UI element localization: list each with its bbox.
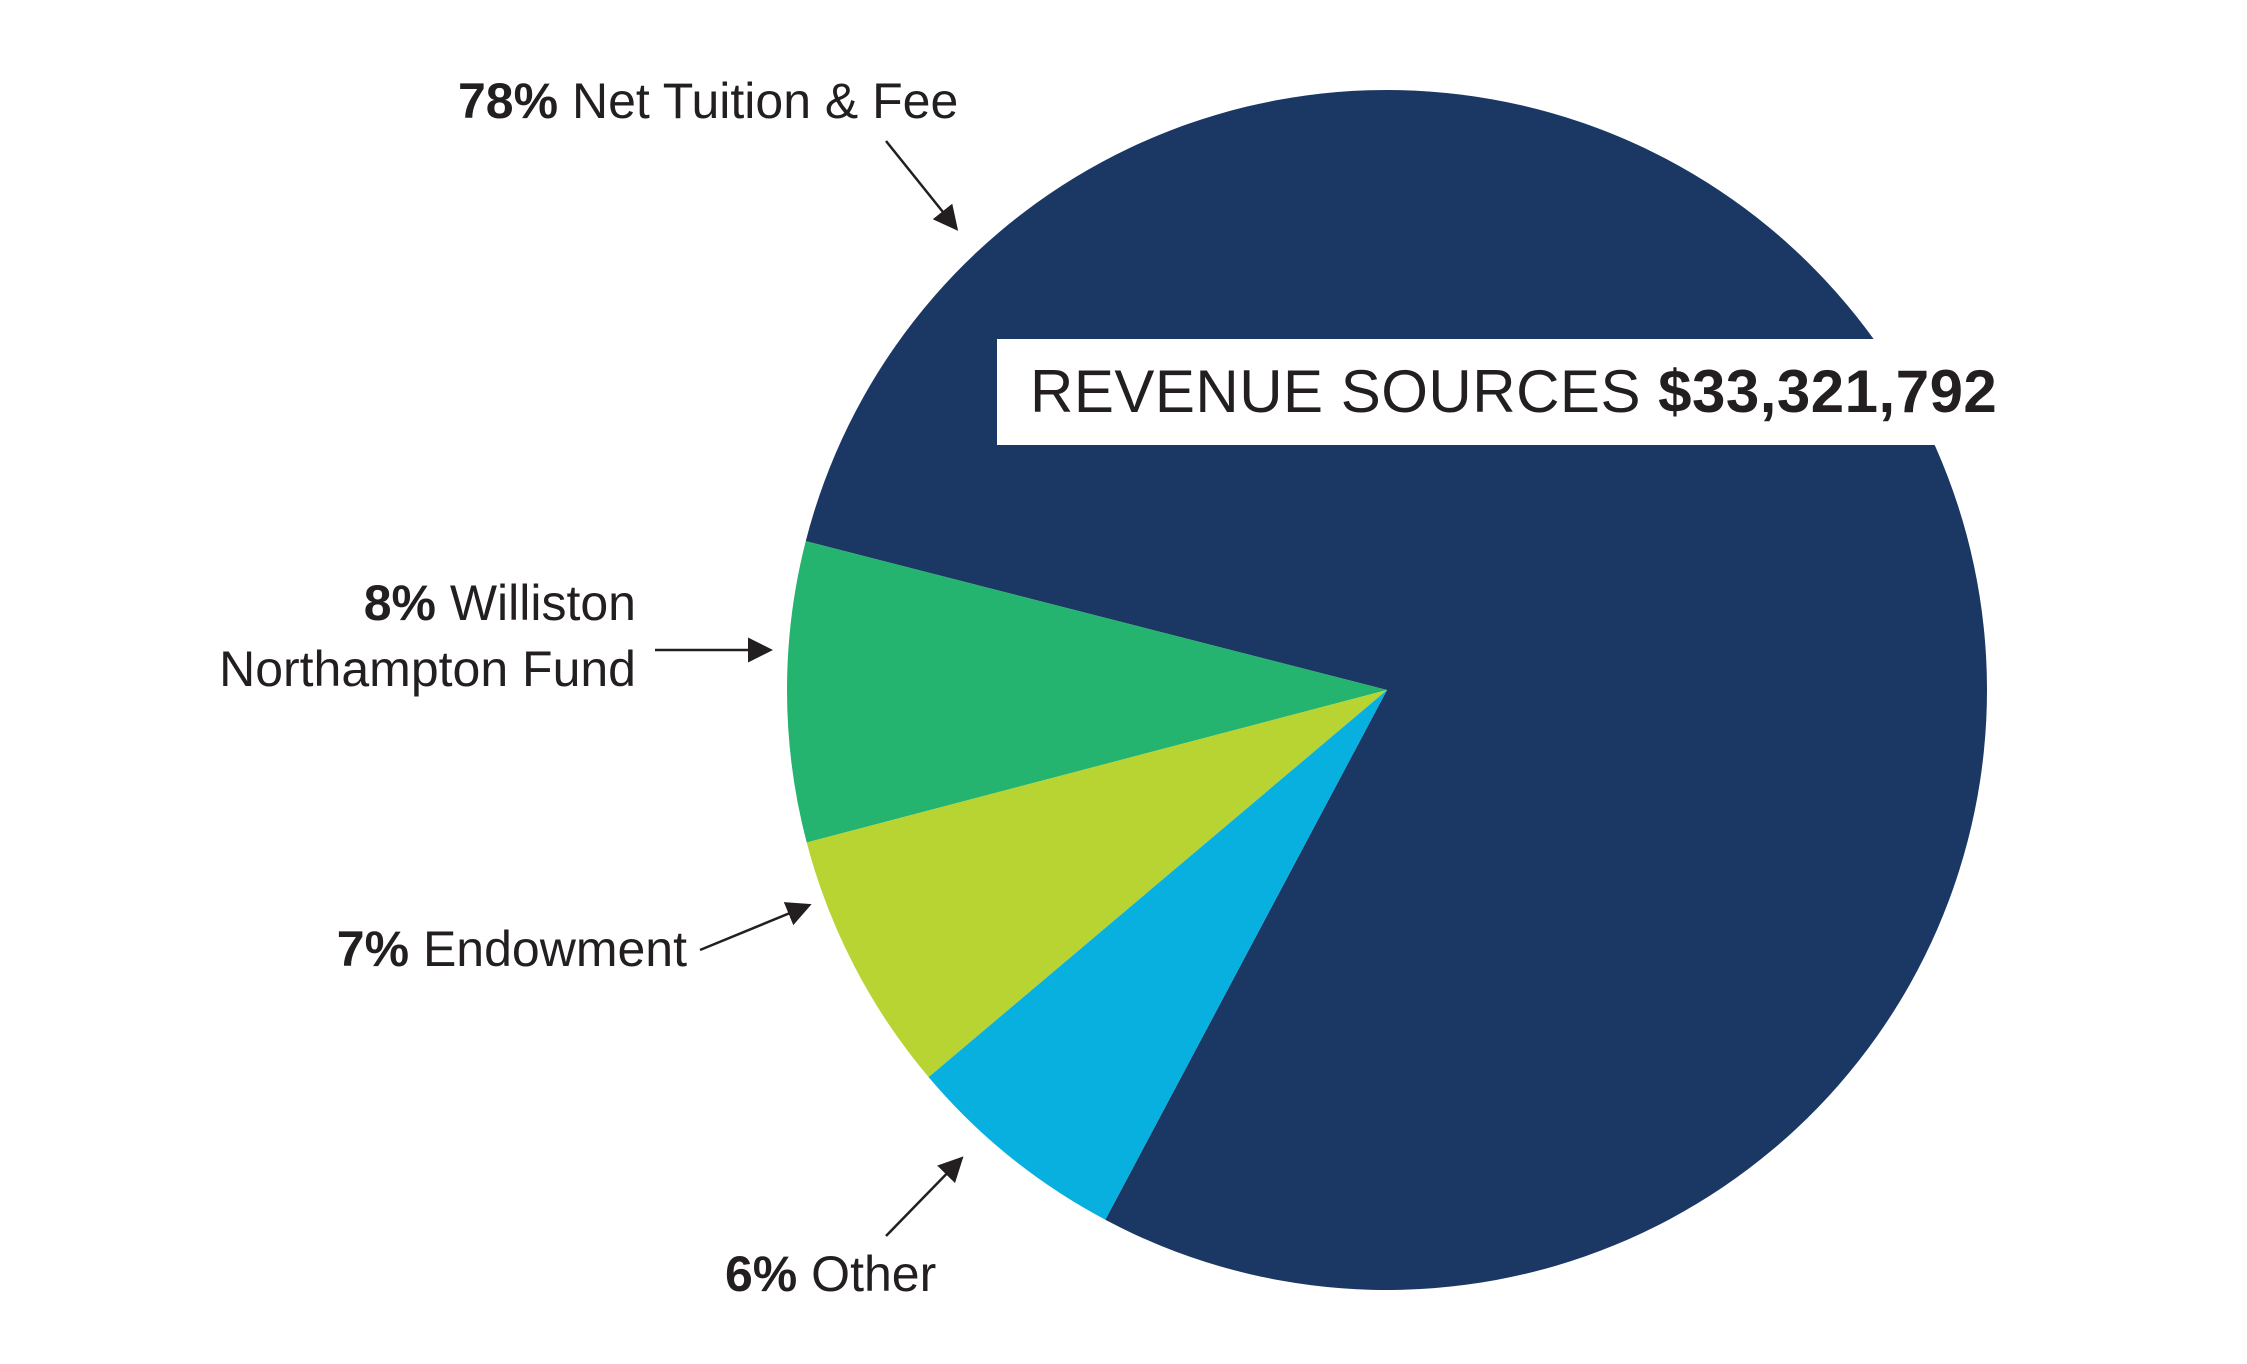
name-net-tuition: Net Tuition & Fee <box>571 73 959 129</box>
name-williston-line2: Northampton Fund <box>219 641 636 697</box>
label-endowment: 7% Endowment <box>100 916 687 982</box>
total-amount: $33,321,792 <box>1658 358 1998 425</box>
label-williston-fund: 8% Williston Northampton Fund <box>100 570 636 702</box>
name-williston-line1: Williston <box>449 575 636 631</box>
label-other: 6% Other <box>725 1241 936 1307</box>
pct-other: 6% <box>725 1246 798 1302</box>
label-net-tuition: 78% Net Tuition & Fee <box>458 68 958 134</box>
slice-other <box>928 690 1387 1220</box>
pct-williston-fund: 8% <box>363 575 436 631</box>
arrow-endowment <box>699 902 812 952</box>
slice-endowment <box>806 690 1387 1078</box>
pct-endowment: 7% <box>336 921 410 977</box>
title-box <box>997 339 2069 445</box>
title-label: REVENUE SOURCES <box>1030 358 1641 425</box>
arrow-net-tuition <box>885 140 959 231</box>
name-endowment: Endowment <box>422 921 687 977</box>
chart-title: REVENUE SOURCES $33,321,792 <box>1030 356 1997 428</box>
arrow-other <box>885 1156 964 1237</box>
pct-net-tuition: 78% <box>458 73 559 129</box>
name-other: Other <box>811 1246 937 1302</box>
slice-williston-fund <box>786 541 1387 843</box>
